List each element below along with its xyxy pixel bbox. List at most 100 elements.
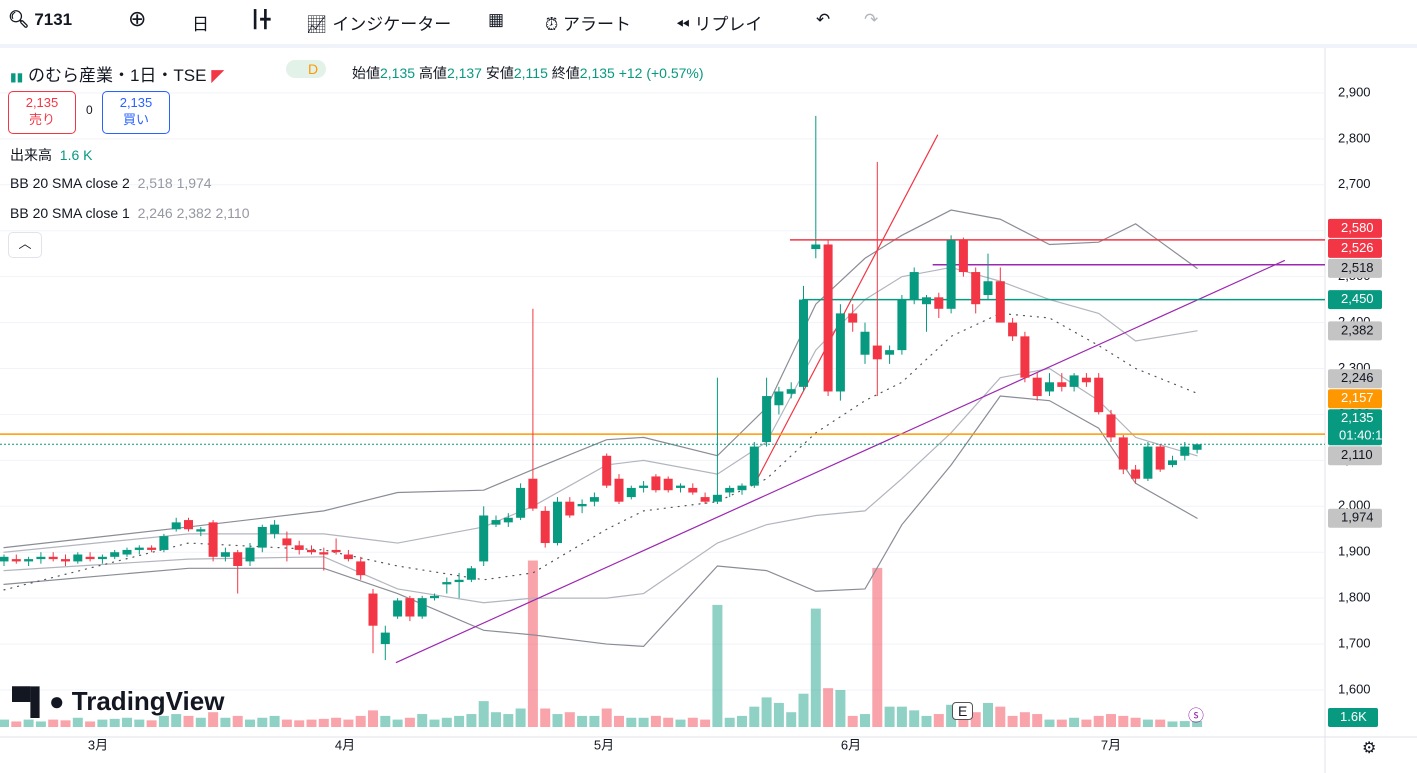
price[interactable]: 2,135 xyxy=(25,95,59,110)
volume-bar xyxy=(134,719,145,727)
price[interactable]: 2,135 xyxy=(119,95,153,110)
volume-bar xyxy=(921,715,932,727)
label[interactable]: 買い xyxy=(122,112,149,127)
volume-bar xyxy=(1007,715,1018,727)
event-icon[interactable]: ⓢ xyxy=(1188,708,1205,725)
volume-bar xyxy=(281,719,292,727)
label: 出来高 xyxy=(10,147,52,163)
candle-body xyxy=(528,478,538,509)
add-icon[interactable]: ⊕ xyxy=(128,6,147,31)
candle-body xyxy=(393,600,403,617)
volume-bar xyxy=(331,717,342,727)
candle-body xyxy=(24,559,34,562)
price-badge-label: 2,526 xyxy=(1341,240,1374,255)
value: 2,135 xyxy=(380,65,416,81)
volume-bar xyxy=(847,715,858,727)
volume-bar xyxy=(1130,717,1141,727)
volume-bar xyxy=(601,708,612,727)
volume-bar xyxy=(540,708,551,727)
candle-body xyxy=(282,538,292,546)
candle-body xyxy=(479,515,489,562)
value: 2,110 xyxy=(215,205,250,221)
buy-button[interactable]: 2,135 買い xyxy=(102,91,170,134)
candle-body xyxy=(1094,377,1104,413)
layout-icon[interactable]: ▦ xyxy=(488,10,505,29)
candle-body xyxy=(294,545,304,550)
settings-icon[interactable]: ⚙︎ xyxy=(1362,740,1377,757)
volume-bar xyxy=(35,721,46,727)
value: 2,518 xyxy=(137,175,173,191)
candle-body xyxy=(860,331,870,355)
overlay-line xyxy=(3,266,1198,553)
price-badge-label: 1,974 xyxy=(1341,510,1374,525)
candle-body xyxy=(245,547,255,562)
volume-bar xyxy=(1069,717,1080,727)
volume-bar xyxy=(1093,715,1104,727)
volume-bar xyxy=(232,715,243,727)
volume-bar xyxy=(1081,719,1092,727)
candle-body xyxy=(368,593,378,626)
volume-bar xyxy=(896,706,907,727)
candle-body xyxy=(749,446,759,486)
earnings-marker[interactable]: E xyxy=(952,702,974,720)
candle-body xyxy=(799,299,808,387)
chart-type-icon[interactable]: ┃╋ xyxy=(250,10,271,29)
y-tick-label: 1,800 xyxy=(1338,590,1371,605)
volume-bar xyxy=(564,712,575,727)
undo[interactable]: ↶ xyxy=(816,10,831,29)
volume-bar xyxy=(454,715,465,727)
price-badge-label: 2,246 xyxy=(1341,370,1374,385)
alert[interactable]: ⏰︎ アラート xyxy=(545,15,631,34)
interval[interactable]: 日 xyxy=(192,15,209,34)
candle-body xyxy=(1032,377,1042,397)
symbol-text[interactable]: 7131 xyxy=(34,10,73,29)
candle-body xyxy=(97,556,107,560)
price-badge xyxy=(1328,369,1382,389)
volume-bar xyxy=(429,719,440,727)
plot xyxy=(0,92,1325,727)
volume-bar xyxy=(355,715,366,727)
volume-bar xyxy=(306,719,317,727)
candle-body xyxy=(922,297,931,305)
candle-body xyxy=(159,536,169,550)
candle-body xyxy=(220,552,230,557)
indicators[interactable]: 📈︎ インジケーター xyxy=(306,15,452,34)
symbol[interactable]: 🔍︎ 7131 xyxy=(8,10,73,29)
replay[interactable]: ⏪︎ リプレイ xyxy=(676,15,763,34)
volume-bar xyxy=(11,721,22,727)
candle-body xyxy=(257,526,267,548)
candle-body xyxy=(110,552,120,557)
volume-bar xyxy=(220,717,231,727)
candle-body xyxy=(626,487,636,498)
indicators-text[interactable]: インジケーター xyxy=(332,15,452,34)
price-badge-label: 2,157 xyxy=(1341,390,1374,405)
redo[interactable]: ↷ xyxy=(864,10,879,29)
collapse-button[interactable]: ︿ xyxy=(8,232,42,258)
candle-body xyxy=(343,554,353,560)
volume-bar xyxy=(872,567,883,727)
candle-body xyxy=(1192,444,1202,450)
alert-text[interactable]: アラート xyxy=(562,15,631,34)
volume-bar xyxy=(491,712,501,727)
x-tick-label: 6月 xyxy=(841,737,861,752)
toolbar: 🔍︎ 7131 ⊕ 日 ┃╋ 📈︎ インジケーター ▦ ⏰︎ アラート ⏪︎ リ… xyxy=(0,0,1417,48)
volume-bar xyxy=(909,710,920,727)
candle-body xyxy=(1057,382,1067,387)
y-tick-label: 2,900 xyxy=(1338,84,1371,99)
replay-text[interactable]: リプレイ xyxy=(694,15,763,34)
change: +12 (+0.57%) xyxy=(618,65,704,81)
volume-bar xyxy=(245,719,255,727)
badge: D xyxy=(308,61,319,77)
price-badge-label: 2,518 xyxy=(1341,260,1374,275)
overlay-line xyxy=(756,134,939,481)
price-badge xyxy=(1328,290,1382,310)
candle-body xyxy=(1180,446,1190,456)
candle-body xyxy=(737,485,747,491)
volume-bar xyxy=(860,714,870,727)
volume-bar xyxy=(650,715,661,727)
label[interactable]: 売り xyxy=(28,112,55,127)
volume-bar xyxy=(970,712,981,727)
sell-button[interactable]: 2,135 売り xyxy=(8,91,76,134)
value: 1,974 xyxy=(176,175,212,191)
